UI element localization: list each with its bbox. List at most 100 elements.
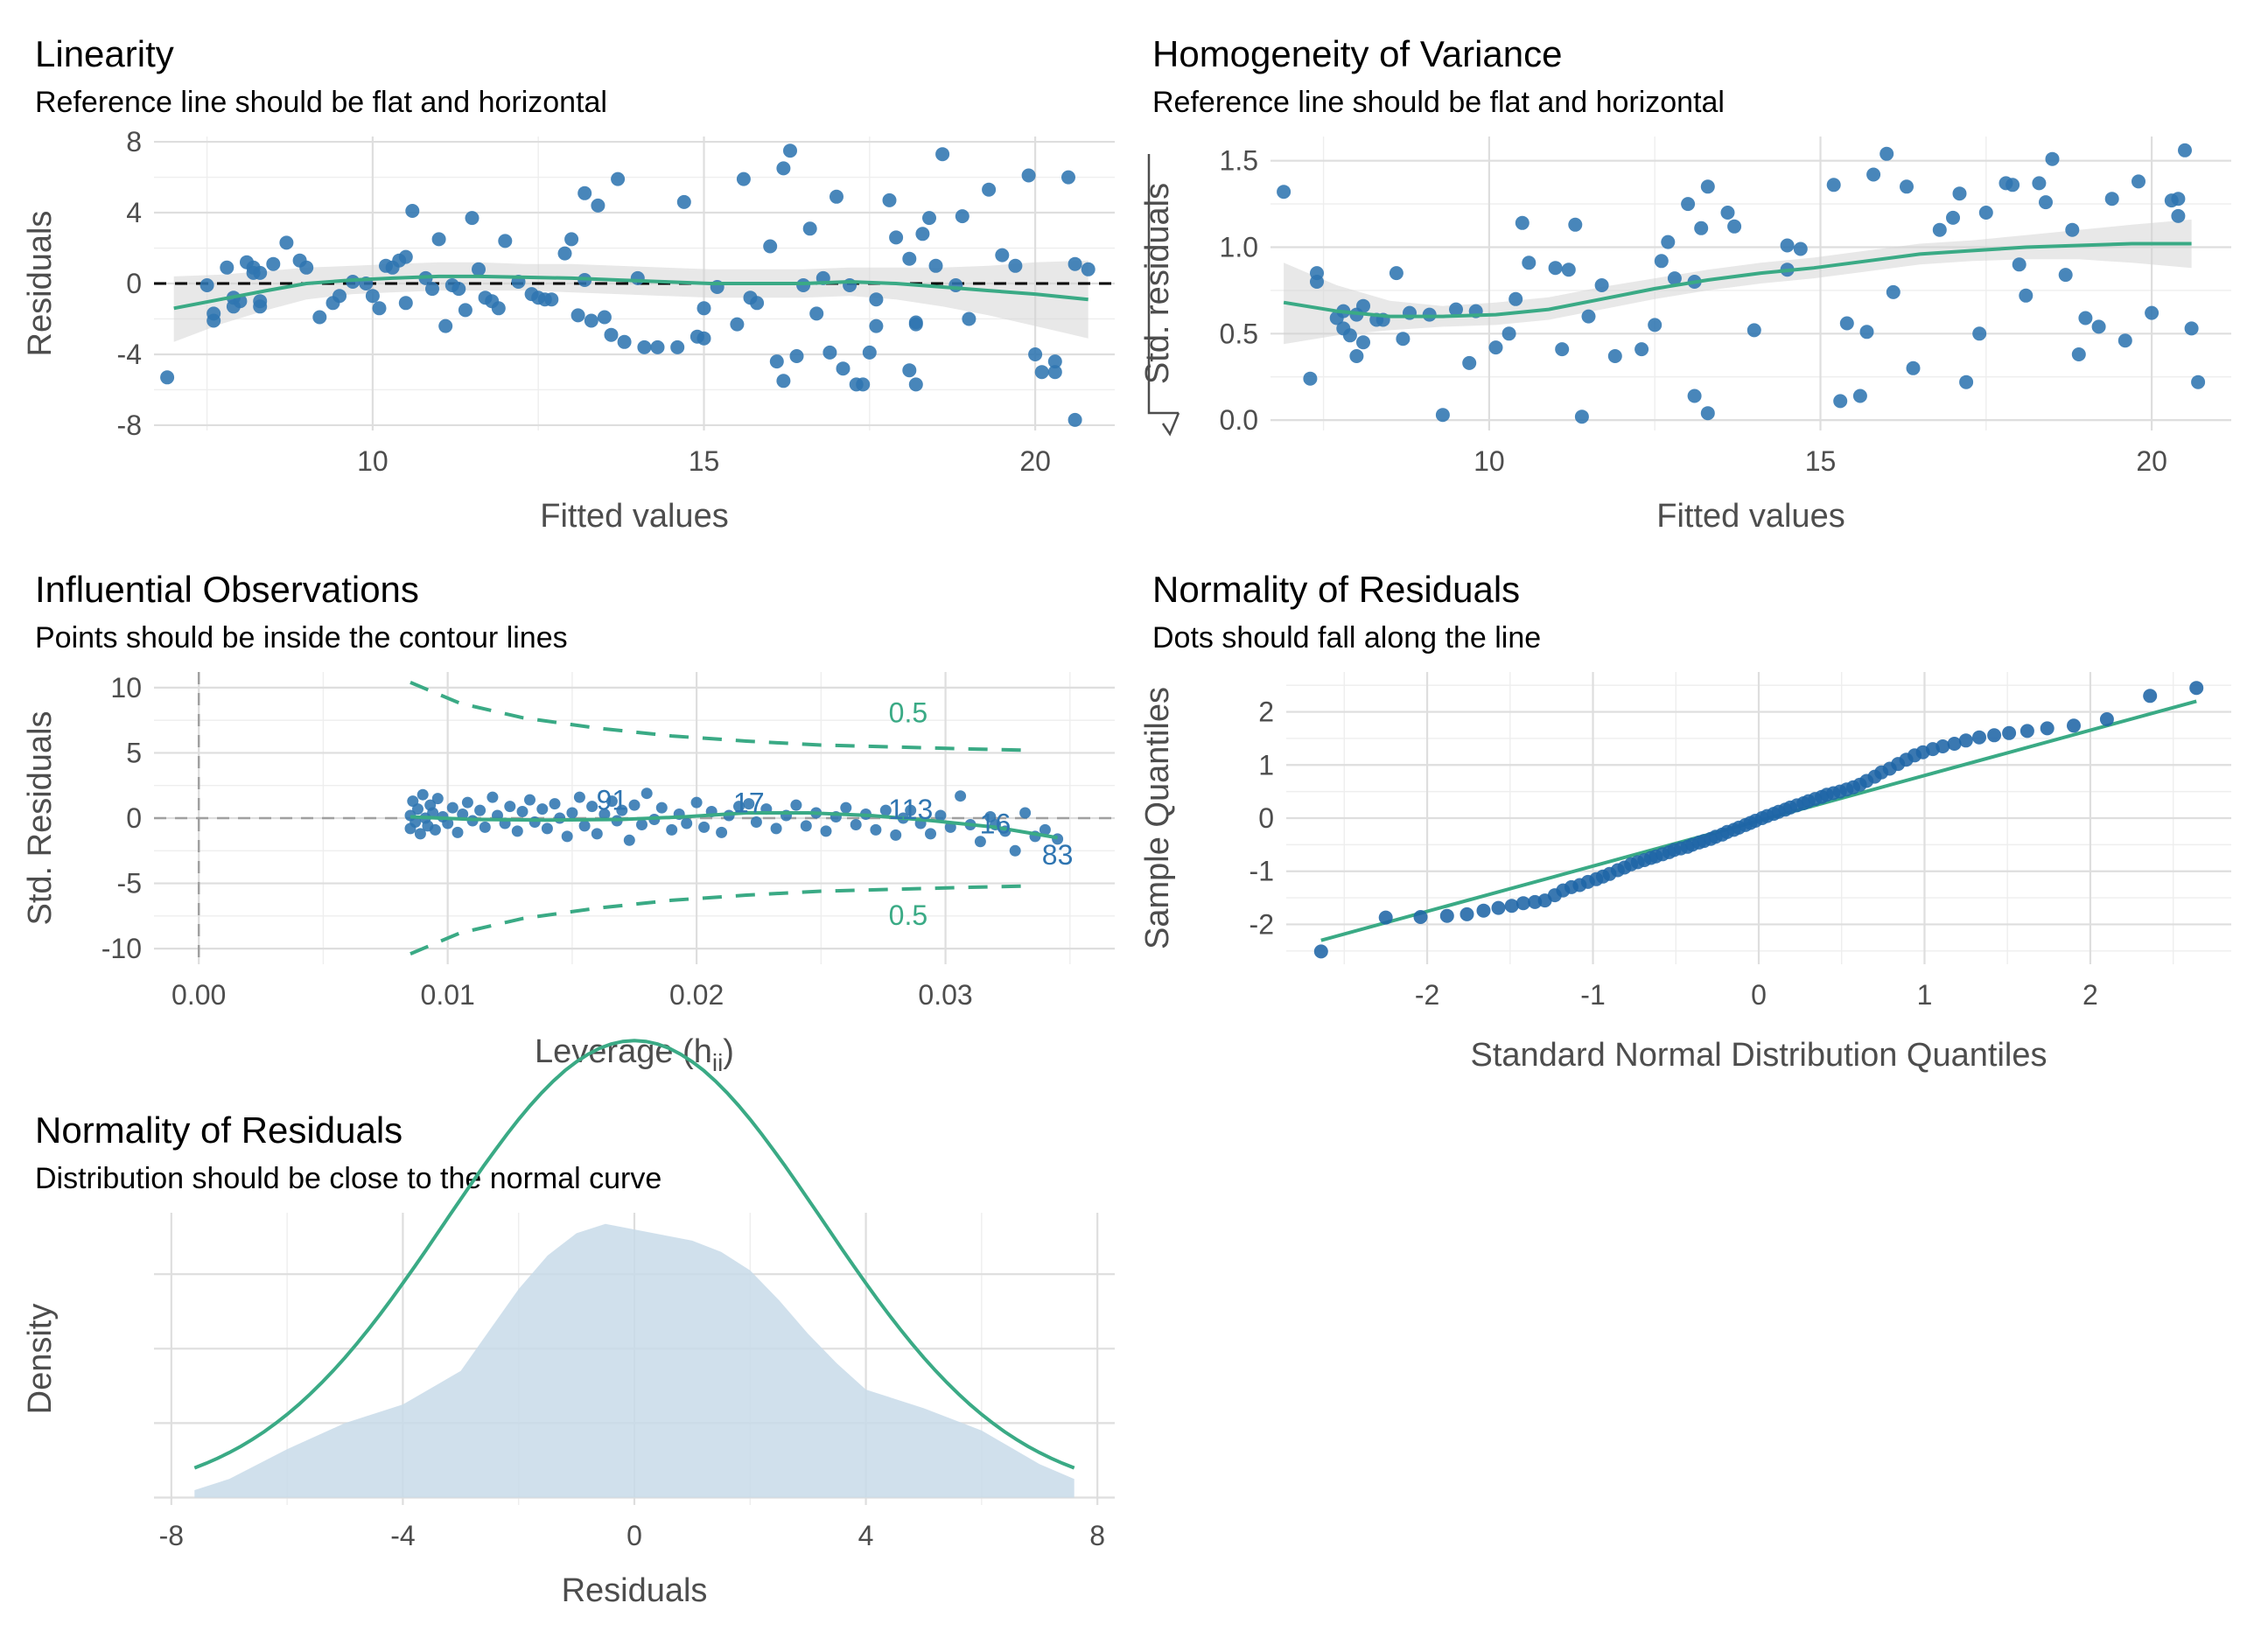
data-point [1972, 730, 1986, 745]
data-point [2012, 257, 2026, 272]
empirical-density-area [194, 1223, 1074, 1498]
data-point [822, 345, 837, 360]
data-point [1720, 206, 1735, 220]
data-point [253, 299, 268, 314]
data-point [1978, 206, 1993, 220]
data-point [856, 377, 871, 392]
y-tick-label: 0 [1258, 802, 1274, 834]
data-point [650, 340, 665, 354]
data-point [836, 361, 850, 376]
data-point [1009, 844, 1021, 857]
data-point [676, 194, 691, 209]
data-point [1607, 349, 1622, 363]
data-point [1946, 210, 1960, 225]
loess-fit-line [173, 274, 1088, 311]
data-point [1648, 318, 1662, 332]
loess-fit-line [1283, 242, 2192, 318]
x-tick-label: 4 [858, 1520, 874, 1551]
data-point [2039, 195, 2053, 210]
data-point [332, 289, 346, 304]
cooks-contour-lower [410, 884, 1033, 956]
x-tick-label: 20 [2136, 445, 2167, 477]
data-point [1900, 179, 1914, 194]
panel-subtitle: Distribution should be close to the norm… [35, 1162, 662, 1195]
y-tick-label: 1 [1258, 749, 1274, 780]
grid-lines [1270, 136, 2231, 430]
data-point [1047, 365, 1062, 380]
data-point [2178, 143, 2192, 158]
data-point [586, 801, 598, 813]
data-point [429, 823, 441, 836]
normal-curve [193, 1039, 1075, 1470]
data-point [698, 821, 710, 833]
y-tick-label: 4 [126, 197, 142, 228]
y-axis-label: Std. residuals [1139, 183, 1176, 384]
data-point [372, 301, 387, 316]
y-tick-label: -1 [1250, 856, 1274, 887]
y-tick-label: -4 [117, 339, 142, 370]
observation-label: 113 [888, 794, 933, 825]
data-point [640, 788, 653, 800]
data-point [982, 182, 997, 197]
data-point [1594, 278, 1609, 292]
x-tick-label: -1 [1580, 979, 1605, 1011]
data-point [365, 289, 380, 304]
data-point [915, 227, 930, 242]
data-point [405, 204, 420, 218]
data-point [935, 147, 950, 162]
data-point [2071, 347, 2086, 361]
data-point [1906, 360, 1921, 375]
data-point [2002, 725, 2017, 740]
data-point [557, 246, 572, 261]
data-point [1396, 332, 1410, 346]
data-point [1780, 238, 1795, 253]
data-point [908, 317, 923, 332]
data-point [2020, 724, 2034, 738]
data-point [461, 796, 473, 808]
data-point [1839, 316, 1854, 331]
data-point [696, 331, 711, 346]
cooks-contour-upper [410, 681, 1033, 752]
data-point [412, 803, 424, 816]
data-point [2065, 222, 2080, 237]
data-point [630, 270, 645, 285]
data-point [820, 825, 832, 837]
data-point [606, 795, 618, 808]
data-point [783, 144, 797, 158]
data-point [438, 318, 453, 333]
x-tick-label: 0.00 [172, 979, 226, 1011]
data-point [160, 370, 175, 385]
x-axis-label: Fitted values [1656, 498, 1844, 535]
data-point [2191, 374, 2206, 389]
data-point [2171, 192, 2186, 206]
data-point [934, 809, 947, 822]
data-point [431, 232, 446, 247]
data-point [2132, 174, 2146, 189]
y-tick-label: 0.5 [1220, 318, 1258, 349]
data-point [666, 823, 678, 836]
observation-label: 17 [733, 788, 765, 819]
data-point [681, 817, 693, 830]
data-point [2143, 689, 2158, 704]
y-tick-label: -2 [1250, 908, 1274, 940]
x-tick-label: -8 [159, 1520, 184, 1551]
data-point [410, 816, 422, 828]
data-point [504, 801, 516, 813]
data-point [549, 798, 561, 810]
data-point [716, 826, 728, 838]
panel-title: Influential Observations [35, 569, 419, 610]
panel-homogeneity: Homogeneity of Variance Reference line sh… [1139, 33, 2231, 535]
data-point [736, 172, 751, 186]
data-point [870, 823, 882, 836]
data-points [1313, 681, 2204, 959]
data-point [800, 820, 812, 832]
data-point [1852, 388, 1867, 403]
data-point [1700, 179, 1715, 194]
panel-density: Normality of Residuals Distribution shoul… [22, 1039, 1115, 1609]
data-point [578, 186, 592, 200]
data-point [1476, 903, 1491, 918]
observation-label: 91 [597, 785, 628, 816]
data-point [491, 301, 506, 316]
data-point [2171, 208, 2186, 223]
panel-qq: Normality of Residuals Dots should fall a… [1139, 569, 2231, 1074]
